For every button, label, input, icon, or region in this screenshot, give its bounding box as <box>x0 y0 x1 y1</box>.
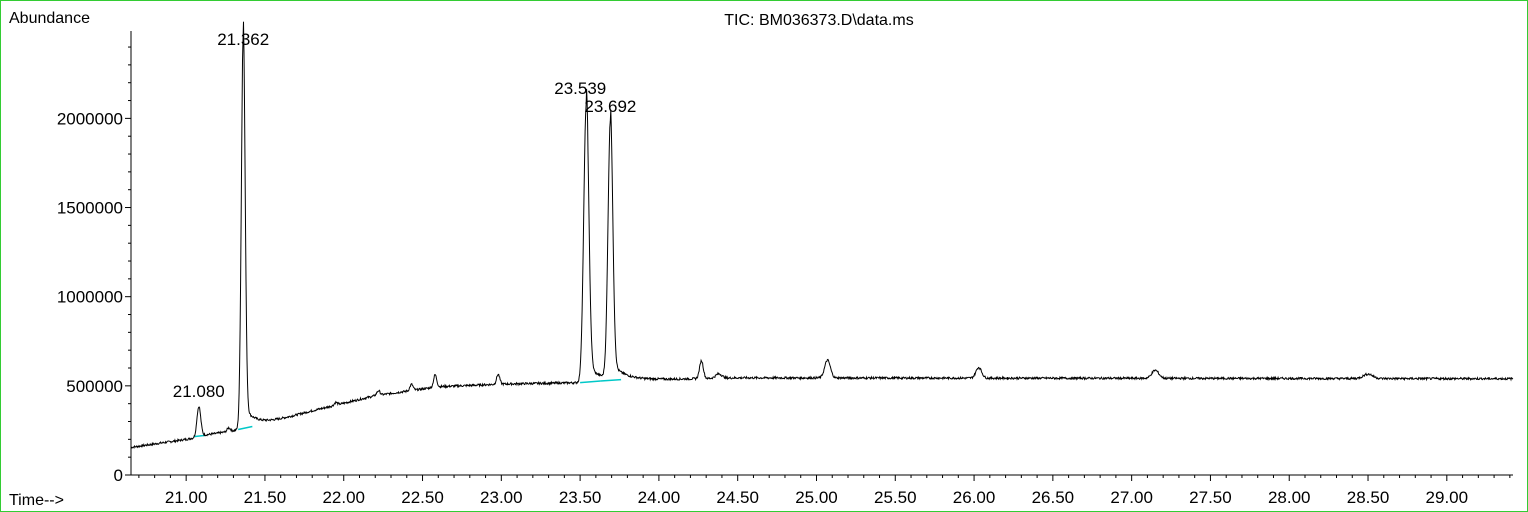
x-tick-label: 23.50 <box>559 488 602 507</box>
x-tick-label: 24.50 <box>716 488 759 507</box>
x-tick-label: 21.00 <box>165 488 208 507</box>
x-tick-label: 22.50 <box>401 488 444 507</box>
y-tick-label: 2000000 <box>57 109 123 128</box>
x-tick-label: 22.00 <box>322 488 365 507</box>
peak-label: 23.539 <box>554 79 606 98</box>
y-tick-label: 0 <box>114 466 123 485</box>
x-tick-label: 25.50 <box>874 488 917 507</box>
tic-trace <box>130 21 1514 450</box>
peak-label: 21.362 <box>217 30 269 49</box>
integration-baseline <box>600 378 622 382</box>
integration-baselines <box>193 378 622 438</box>
x-tick-label: 29.00 <box>1426 488 1469 507</box>
x-tick-label: 26.50 <box>1032 488 1075 507</box>
y-tick-label: 1000000 <box>57 288 123 307</box>
x-tick-label: 27.00 <box>1110 488 1153 507</box>
x-tick-label: 28.00 <box>1268 488 1311 507</box>
x-tick-label: 25.00 <box>795 488 838 507</box>
y-tick-label: 500000 <box>66 377 123 396</box>
x-tick-label: 24.00 <box>638 488 681 507</box>
y-axis: 0 500000 1000000 1500000 2000000 <box>57 31 132 485</box>
x-axis: 21.00 21.50 22.00 22.50 23.00 23.50 24.00 24.50… <box>131 474 1513 507</box>
y-axis-title: Abundance <box>9 10 90 27</box>
x-tick-label: 21.50 <box>244 488 287 507</box>
chart-title: TIC: BM036373.D\data.ms <box>724 12 913 29</box>
x-tick-label: 28.50 <box>1347 488 1390 507</box>
x-tick-label: 23.00 <box>480 488 523 507</box>
y-tick-label: 1500000 <box>57 199 123 218</box>
peak-label: 23.692 <box>584 97 636 116</box>
x-axis-title: Time--> <box>9 492 64 509</box>
integration-baseline <box>193 434 206 438</box>
integration-baseline <box>580 380 601 384</box>
x-tick-label: 26.00 <box>953 488 996 507</box>
x-tick-label: 27.50 <box>1189 488 1232 507</box>
peak-label: 21.080 <box>173 382 225 401</box>
integration-baseline <box>237 425 253 431</box>
